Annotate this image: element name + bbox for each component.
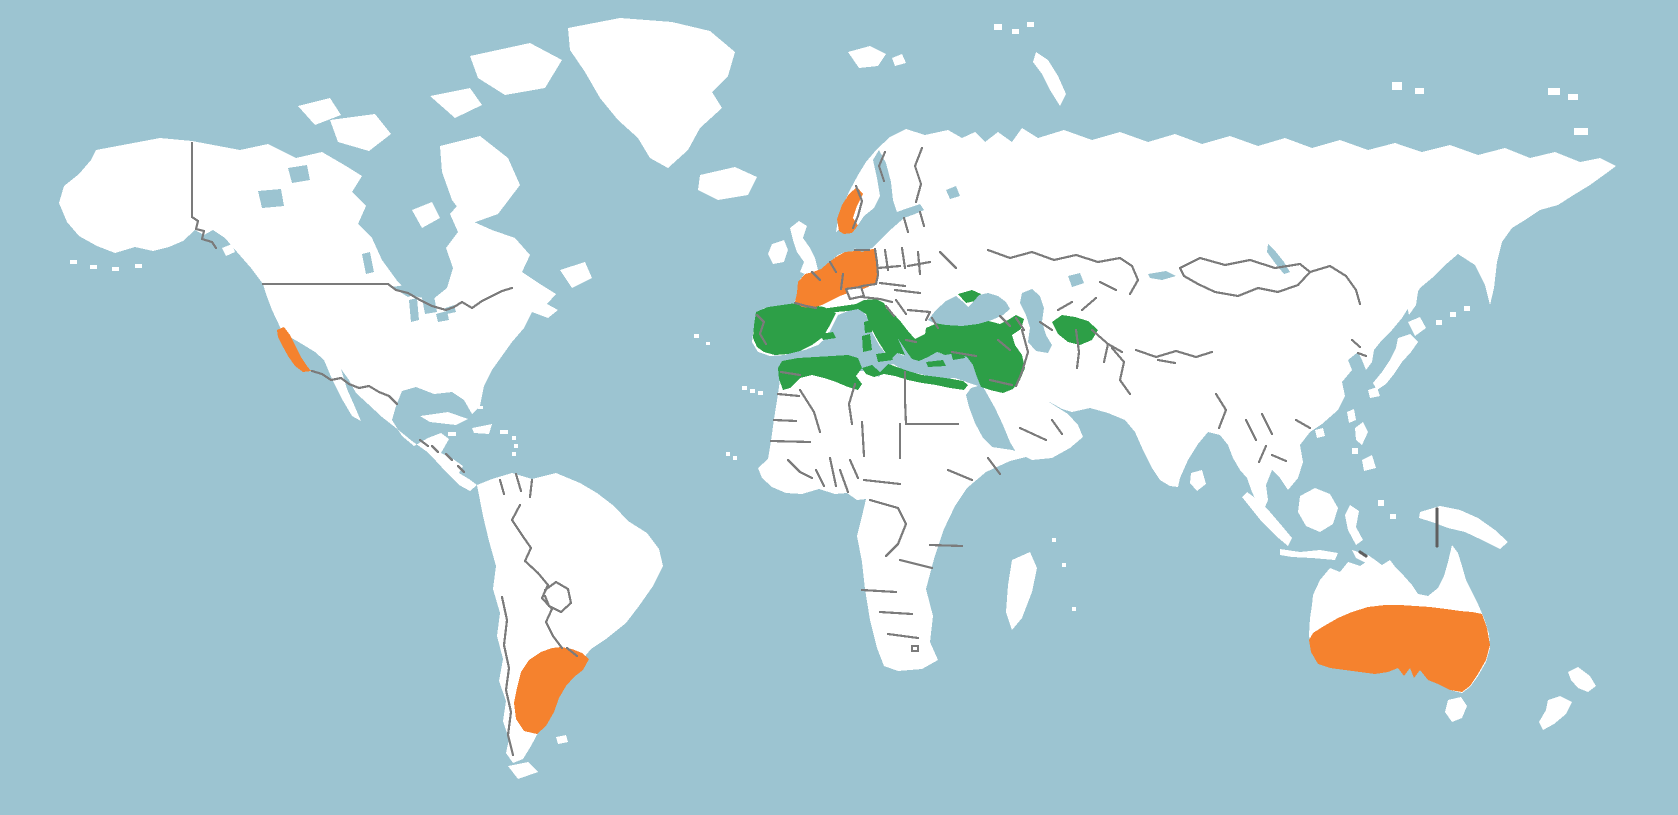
- north-america-mainland: [59, 138, 558, 491]
- native-range-iberia: [753, 303, 836, 355]
- native-range-northwest-africa: [778, 355, 862, 390]
- native-range-libya-egypt-coast: [862, 364, 968, 390]
- introduced-range-western-europe: [795, 249, 878, 308]
- country-borders-group: [190, 141, 1368, 757]
- introduced-range-group: [277, 187, 1490, 734]
- native-range-southern-france-italy: [815, 299, 905, 358]
- switzerland-enclave: [844, 285, 866, 301]
- introduced-range-argentina-uruguay: [514, 647, 589, 734]
- africa: [758, 359, 1030, 671]
- switzerland-shape: [844, 285, 866, 301]
- introduced-range-norway: [837, 187, 863, 234]
- canadian-arctic-islands: [222, 43, 592, 288]
- madagascar: [1006, 552, 1037, 630]
- greenland: [568, 18, 735, 168]
- country-borders: [190, 141, 1368, 757]
- introduced-range-australia: [1309, 605, 1490, 692]
- introduced-range-california: [277, 327, 311, 372]
- dark-borders-new-guinea-timor: [1358, 507, 1439, 558]
- native-range-turkey-levant-mesopotamia: [925, 315, 1025, 393]
- eurasia-mainland: [752, 128, 1616, 512]
